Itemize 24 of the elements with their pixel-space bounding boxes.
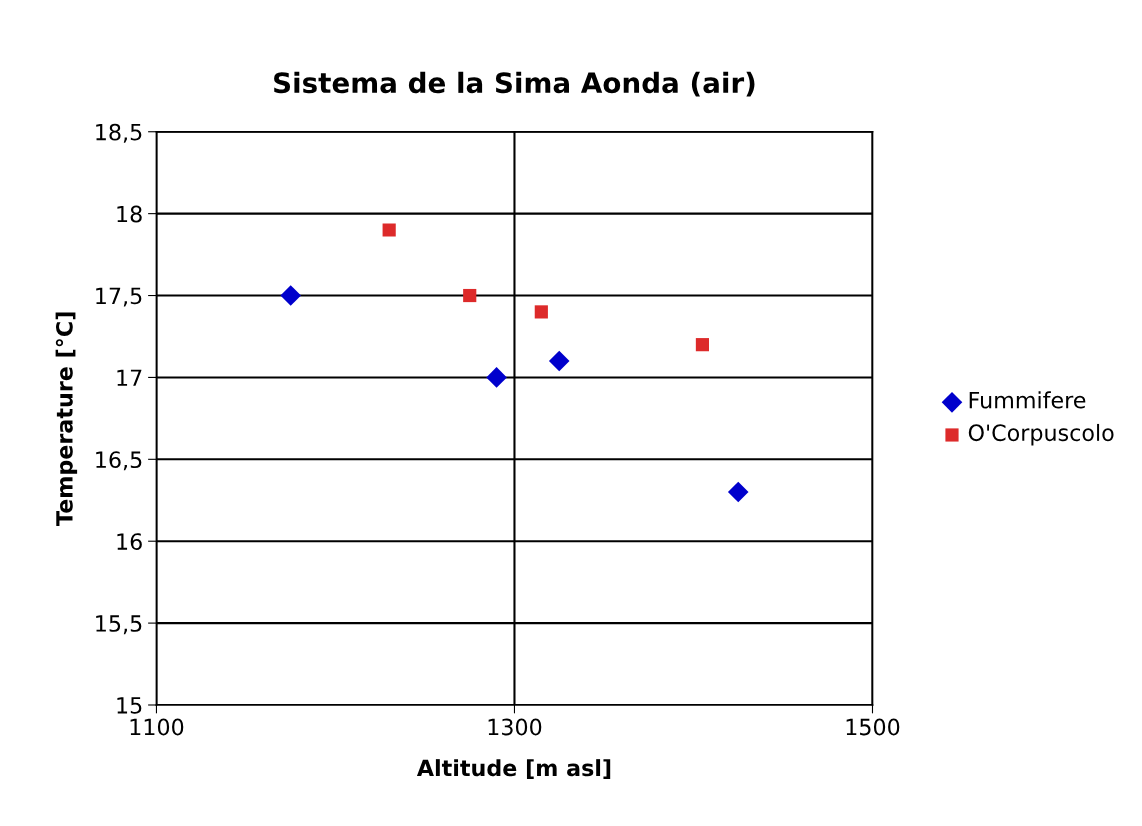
x-tick-label: 1500: [846, 718, 900, 736]
point: [382, 223, 396, 237]
y-tick-label: 17: [117, 369, 142, 386]
x-tick-label: 1300: [488, 718, 542, 736]
chart-title: Sistema de la Sima Aonda (air): [274, 71, 755, 97]
y-tick-label: 16: [117, 533, 142, 550]
point: [727, 481, 749, 503]
x-axis-title: Altitude [m asl]: [416, 759, 611, 779]
legend-label: Fummifere: [969, 391, 1086, 409]
y-tick-label: 17,5: [96, 287, 142, 307]
y-tick-label: 15: [117, 697, 142, 714]
y-tick-label: 15,5: [96, 615, 142, 635]
y-tick-label: 18,5: [96, 123, 142, 143]
point: [486, 367, 507, 388]
y-tick-label: 16,5: [96, 451, 142, 471]
point: [695, 338, 710, 352]
y-axis-title: Temperature [°C]: [55, 312, 78, 526]
x-tick-label: 1100: [130, 718, 184, 736]
y-tick-label: 18: [117, 205, 142, 223]
point: [548, 350, 570, 372]
point: [463, 288, 477, 303]
legend-label: O'Corpuscolo: [968, 423, 1114, 446]
point: [280, 285, 302, 306]
point: [534, 305, 548, 319]
